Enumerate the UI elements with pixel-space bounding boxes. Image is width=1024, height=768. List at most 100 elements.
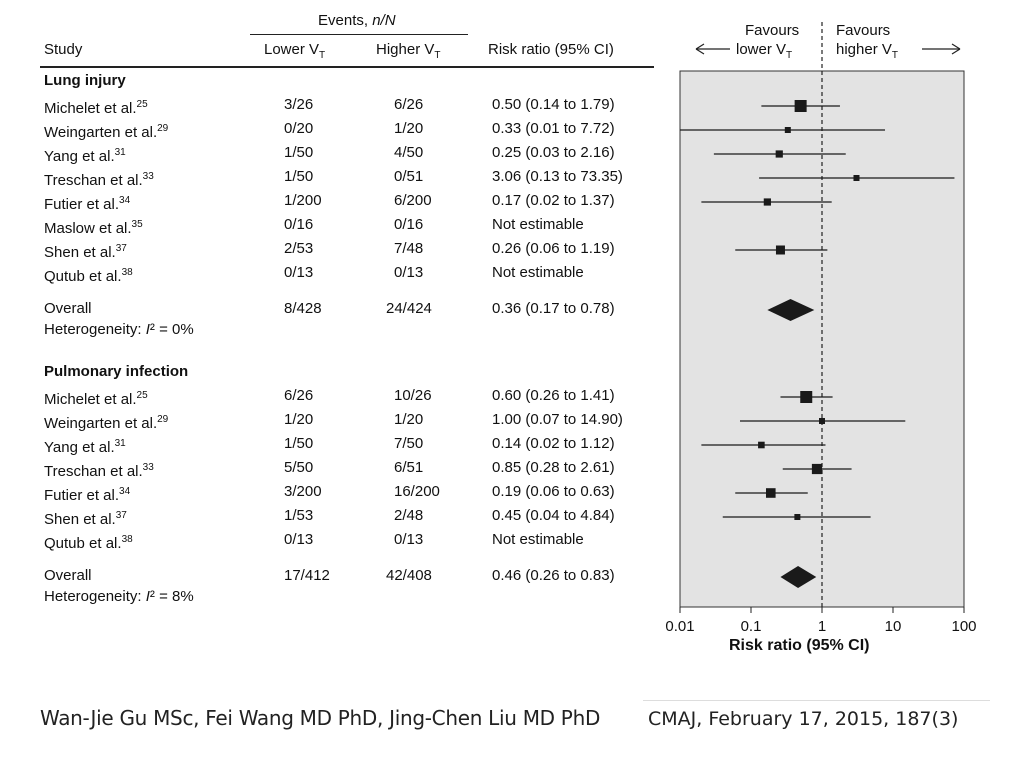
- higher-events: 7/50: [394, 435, 424, 452]
- study-ref: 31: [114, 438, 126, 449]
- citation-footer: CMAJ, February 17, 2015, 187(3): [648, 708, 959, 730]
- study-ref: 35: [131, 219, 143, 230]
- point-estimate: [819, 418, 825, 424]
- overall-diamond: [780, 566, 817, 588]
- risk-ratio-value: 0.25 (0.03 to 2.16): [492, 144, 615, 161]
- higher-events: 0/13: [394, 264, 424, 281]
- study-ref: 29: [157, 414, 169, 425]
- events-header: Events, n/N: [318, 12, 396, 29]
- risk-ratio-value: 0.45 (0.04 to 4.84): [492, 507, 615, 524]
- risk-ratio-value: 0.26 (0.06 to 1.19): [492, 240, 615, 257]
- study-name-text: Maslow et al.: [44, 220, 132, 237]
- lower-events: 3/26: [284, 96, 314, 113]
- point-estimate: [794, 514, 801, 520]
- study-ref: 31: [114, 147, 126, 158]
- lower-events: 6/26: [284, 387, 314, 404]
- study-name: Weingarten et al.29: [44, 411, 168, 433]
- group-title: Pulmonary infection: [44, 363, 189, 380]
- risk-ratio-value: 1.00 (0.07 to 14.90): [492, 411, 623, 428]
- study-name-text: Shen et al.: [44, 511, 116, 528]
- higher-events: 4/50: [394, 144, 424, 161]
- heterogeneity-stat: I: [145, 321, 150, 338]
- higher-events: 6/26: [394, 96, 424, 113]
- overall-diamond: [767, 299, 815, 321]
- events-underline: [250, 34, 468, 35]
- higher-events: 2/48: [394, 507, 424, 524]
- x-tick-label: 0.01: [665, 618, 694, 635]
- lower-events: 1/50: [284, 144, 314, 161]
- risk-ratio-value: Not estimable: [492, 216, 584, 233]
- risk-ratio-value: Not estimable: [492, 264, 584, 281]
- x-axis-label: Risk ratio (95% CI): [729, 637, 870, 654]
- x-tick-label: 0.1: [741, 618, 762, 635]
- risk-ratio-value: 0.14 (0.02 to 1.12): [492, 435, 615, 452]
- higher-events: 16/200: [394, 483, 440, 500]
- arrow-right-head: [951, 43, 961, 55]
- lower-events: 0/13: [284, 264, 314, 281]
- risk-ratio-value: 0.85 (0.28 to 2.61): [492, 459, 615, 476]
- higher-events: 0/13: [394, 531, 424, 548]
- higher-events: 6/51: [394, 459, 424, 476]
- point-estimate: [784, 127, 791, 133]
- overall-label: Overall: [44, 300, 92, 317]
- citation-rule: [643, 700, 990, 701]
- risk-ratio-value: 0.17 (0.02 to 1.37): [492, 192, 615, 209]
- lower-events: 0/16: [284, 216, 314, 233]
- study-name-text: Michelet et al.: [44, 391, 137, 408]
- overall-lower: 17/412: [284, 567, 330, 584]
- study-name-text: Michelet et al.: [44, 100, 137, 117]
- risk-ratio-value: 0.50 (0.14 to 1.79): [492, 96, 615, 113]
- study-header: Study: [44, 41, 83, 58]
- study-name: Futier et al.34: [44, 483, 130, 505]
- overall-higher: 24/424: [386, 300, 432, 317]
- study-name: Shen et al.37: [44, 240, 127, 262]
- x-tick-label: 100: [951, 618, 976, 635]
- study-name-text: Qutub et al.: [44, 268, 122, 285]
- study-ref: 38: [121, 534, 133, 545]
- study-ref: 25: [136, 390, 148, 401]
- study-ref: 37: [115, 510, 127, 521]
- point-estimate: [765, 488, 776, 498]
- overall-rr: 0.46 (0.26 to 0.83): [492, 567, 615, 584]
- study-name: Qutub et al.38: [44, 264, 133, 286]
- x-tick-label: 1: [818, 618, 826, 635]
- heterogeneity: Heterogeneity: I² = 8%: [44, 588, 194, 606]
- heterogeneity-stat: I: [145, 588, 150, 605]
- higher-events: 7/48: [394, 240, 424, 257]
- study-name: Maslow et al.35: [44, 216, 143, 238]
- overall-label: Overall: [44, 567, 92, 584]
- lower-events: 1/53: [284, 507, 314, 524]
- study-ref: 37: [115, 243, 127, 254]
- study-name: Weingarten et al.29: [44, 120, 168, 142]
- authors-footer: Wan-Jie Gu MSc, Fei Wang MD PhD, Jing-Ch…: [40, 706, 601, 730]
- study-name: Yang et al.31: [44, 435, 126, 457]
- lower-events: 0/13: [284, 531, 314, 548]
- study-name-text: Treschan et al.: [44, 463, 143, 480]
- study-name-text: Shen et al.: [44, 244, 116, 261]
- point-estimate: [763, 198, 771, 206]
- study-name-text: Treschan et al.: [44, 172, 143, 189]
- heterogeneity-prefix: Heterogeneity:: [44, 321, 146, 338]
- point-estimate: [800, 391, 813, 403]
- risk-ratio-value: 0.60 (0.26 to 1.41): [492, 387, 615, 404]
- higher-events: 0/51: [394, 168, 424, 185]
- point-estimate: [775, 245, 785, 255]
- lower-events: 3/200: [284, 483, 322, 500]
- overall-higher: 42/408: [386, 567, 432, 584]
- risk-ratio-header: Risk ratio (95% CI): [488, 41, 614, 58]
- study-ref: 33: [142, 462, 154, 473]
- heterogeneity: Heterogeneity: I² = 0%: [44, 321, 194, 339]
- lower-events: 1/200: [284, 192, 322, 209]
- study-name-text: Qutub et al.: [44, 535, 122, 552]
- risk-ratio-value: Not estimable: [492, 531, 584, 548]
- group-title: Lung injury: [44, 72, 126, 89]
- study-ref: 33: [142, 171, 154, 182]
- heterogeneity-value: ² = 8%: [149, 588, 194, 605]
- higher-vt-header: Higher VT: [376, 41, 441, 61]
- higher-events: 1/20: [394, 120, 424, 137]
- heterogeneity-value: ² = 0%: [149, 321, 194, 338]
- lower-events: 1/50: [284, 168, 314, 185]
- study-name: Futier et al.34: [44, 192, 130, 214]
- lower-vt-header: Lower VT: [264, 41, 326, 61]
- lower-events: 2/53: [284, 240, 314, 257]
